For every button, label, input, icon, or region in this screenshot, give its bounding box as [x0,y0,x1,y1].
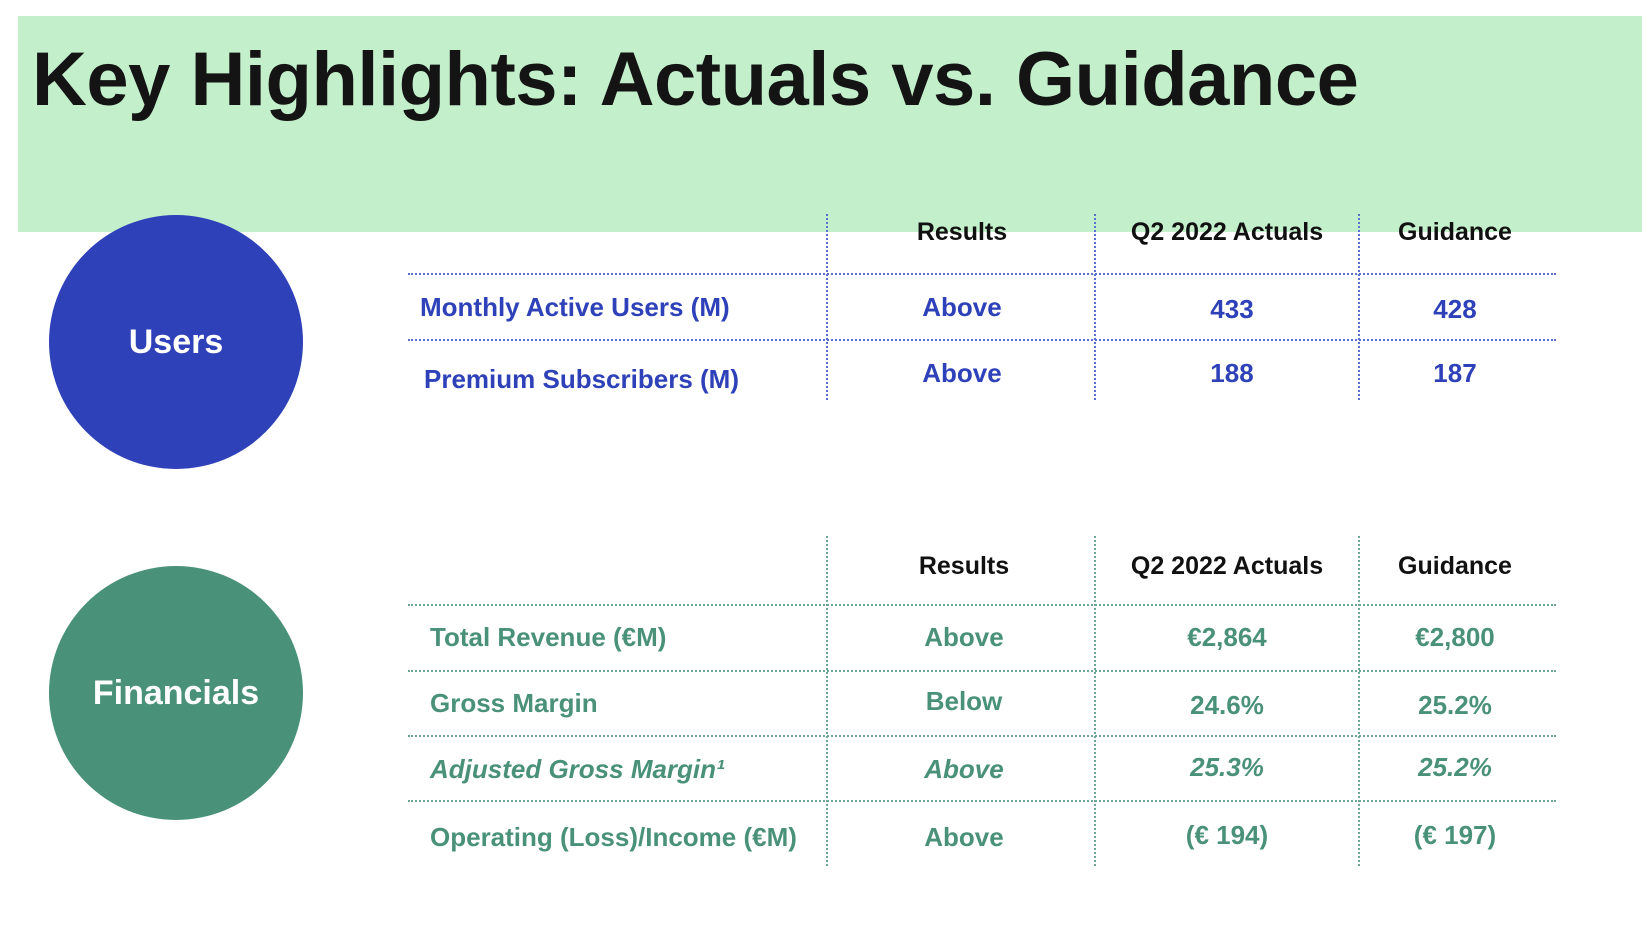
metric-label: Premium Subscribers (M) [424,364,739,394]
row-divider [408,800,1556,802]
title-banner [18,16,1642,232]
actual-value: €2,864 [1187,622,1267,652]
row-divider [408,670,1556,672]
guidance-value: 25.2% [1418,752,1492,782]
column-divider [1358,214,1360,400]
result-value: Below [925,686,1003,716]
users-circle-label: Users [128,322,224,361]
metric-label: Operating (Loss)/Income (€M) [430,822,797,852]
actual-value: (€ 194) [1185,820,1269,850]
header-guidance: Guidance [1398,218,1512,246]
header-guidance: Guidance [1398,552,1512,580]
column-divider [1358,536,1360,866]
result-value: Above [924,622,1004,652]
header-results: Results [916,218,1008,246]
metric-label: Total Revenue (€M) [430,622,667,652]
actual-value: 25.3% [1190,752,1264,782]
result-value: Above [924,754,1004,784]
column-divider [826,536,828,866]
result-value: Above [924,822,1004,852]
guidance-value: 428 [1433,294,1477,324]
page-title: Key Highlights: Actuals vs. Guidance [32,37,1359,122]
actual-value: 433 [1210,294,1254,324]
result-value: Above [922,292,1002,322]
column-divider [1094,536,1096,866]
actual-value: 188 [1210,358,1254,388]
guidance-value: 187 [1433,358,1477,388]
metric-label: Gross Margin [430,688,598,718]
header-actuals: Q2 2022 Actuals [1130,218,1324,246]
column-divider [1094,214,1096,400]
actual-value: 24.6% [1190,690,1264,720]
row-divider [408,339,1556,341]
guidance-value: (€ 197) [1413,820,1497,850]
header-results: Results [918,552,1010,580]
row-divider [408,273,1556,275]
row-divider [408,604,1556,606]
financials-circle: Financials [49,566,303,820]
guidance-value: €2,800 [1415,622,1495,652]
metric-label: Adjusted Gross Margin¹ [430,754,725,784]
row-divider [408,735,1556,737]
result-value: Above [922,358,1002,388]
metric-label: Monthly Active Users (M) [420,292,730,322]
guidance-value: 25.2% [1418,690,1492,720]
header-actuals: Q2 2022 Actuals [1130,552,1324,580]
users-circle: Users [49,215,303,469]
column-divider [826,214,828,400]
financials-circle-label: Financials [92,673,260,712]
